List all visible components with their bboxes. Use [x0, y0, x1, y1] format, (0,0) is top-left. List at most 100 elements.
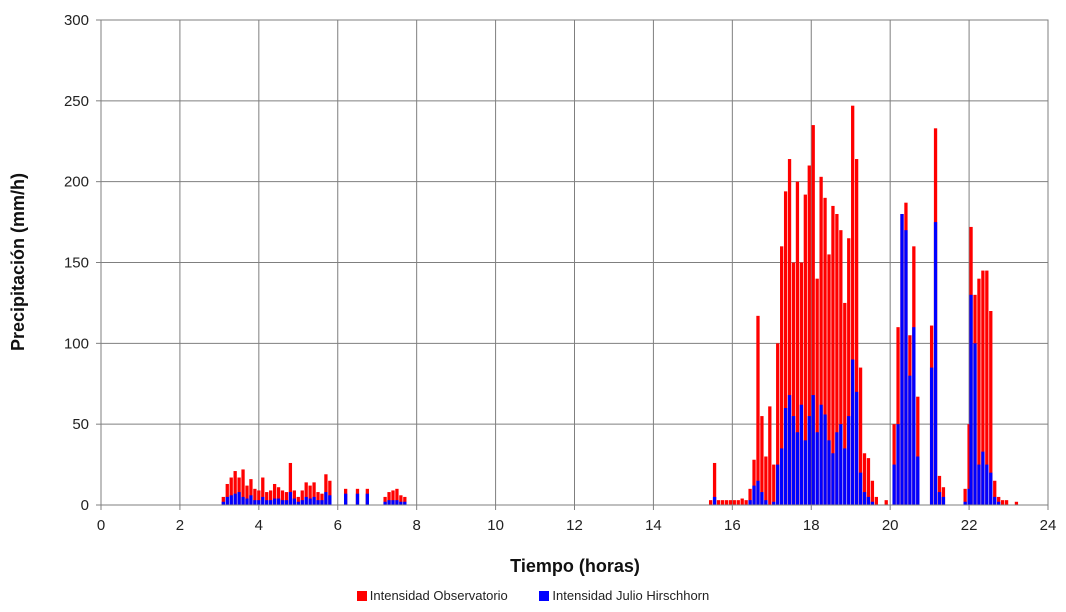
bar-observatorio [1004, 500, 1009, 505]
bar-julio-hirschhorn [355, 493, 360, 505]
bar-julio-hirschhorn [756, 480, 760, 505]
bar-julio-hirschhorn [272, 498, 277, 505]
bar-observatorio [241, 469, 245, 505]
bar-julio-hirschhorn [265, 500, 269, 505]
bar-observatorio [839, 230, 843, 505]
bar-observatorio [862, 453, 867, 505]
bar-observatorio [728, 500, 733, 505]
bar-julio-hirschhorn [807, 416, 811, 505]
bar-julio-hirschhorn [233, 493, 237, 505]
bar-julio-hirschhorn [963, 501, 967, 505]
bar-julio-hirschhorn [819, 404, 823, 505]
bar-observatorio [284, 492, 289, 505]
bar-julio-hirschhorn [257, 500, 261, 505]
bar-julio-hirschhorn [312, 496, 316, 505]
bar-observatorio [233, 471, 237, 505]
bar-julio-hirschhorn [399, 501, 403, 505]
bar-observatorio [997, 496, 1001, 505]
bar-julio-hirschhorn [866, 496, 871, 505]
y-tick-label: 150 [64, 255, 89, 272]
bar-observatorio [304, 482, 308, 505]
bar-observatorio [280, 490, 285, 505]
bar-observatorio [716, 500, 721, 505]
bar-julio-hirschhorn [237, 492, 241, 505]
bar-julio-hirschhorn [916, 456, 920, 505]
bar-observatorio [308, 485, 312, 505]
bar-observatorio [249, 479, 253, 505]
legend-swatch-red [356, 590, 367, 601]
bar-julio-hirschhorn [929, 367, 934, 505]
bar-observatorio [772, 464, 776, 505]
bar-julio-hirschhorn [772, 501, 776, 505]
bar-observatorio [265, 492, 269, 505]
bar-observatorio [387, 492, 391, 505]
bar-julio-hirschhorn [221, 501, 225, 505]
legend-item-julio-hirschhorn: Intensidad Julio Hirschhorn [539, 588, 709, 603]
bar-observatorio [811, 125, 815, 505]
bar-julio-hirschhorn [752, 485, 756, 505]
bar-observatorio [799, 262, 804, 505]
x-tick-label: 24 [1040, 517, 1057, 534]
bar-observatorio [858, 367, 863, 505]
bar-observatorio [847, 238, 851, 505]
x-tick-label: 4 [255, 517, 263, 534]
bar-julio-hirschhorn [851, 359, 855, 505]
bar-observatorio [316, 492, 320, 505]
bar-observatorio [245, 485, 249, 505]
x-tick-label: 0 [97, 517, 105, 534]
bar-observatorio [760, 416, 764, 505]
bar-observatorio [748, 488, 752, 505]
bar-observatorio [823, 197, 827, 506]
bar-observatorio [827, 254, 831, 505]
bar-julio-hirschhorn [308, 498, 312, 505]
legend-swatch-blue [539, 590, 550, 601]
x-tick-label: 8 [412, 517, 420, 534]
bar-observatorio [221, 496, 225, 505]
bar-observatorio [764, 456, 768, 505]
bar-julio-hirschhorn [835, 432, 839, 505]
x-tick-label: 14 [645, 517, 662, 534]
bar-julio-hirschhorn [967, 488, 971, 505]
bar-observatorio [253, 488, 257, 505]
bar-julio-hirschhorn [985, 464, 989, 505]
bar-observatorio [740, 498, 744, 505]
bar-observatorio [892, 424, 896, 505]
bar-observatorio [261, 477, 265, 505]
bar-observatorio [744, 500, 748, 505]
y-tick-label: 50 [72, 416, 89, 433]
bar-julio-hirschhorn [365, 493, 369, 505]
bar-julio-hirschhorn [941, 496, 946, 505]
bar-observatorio [1014, 501, 1019, 505]
x-tick-label: 18 [803, 517, 820, 534]
bar-julio-hirschhorn [904, 230, 908, 505]
y-tick-label: 100 [64, 335, 89, 352]
bar-julio-hirschhorn [799, 404, 804, 505]
bar-julio-hirschhorn [328, 495, 332, 505]
bar-julio-hirschhorn [831, 453, 835, 505]
bar-observatorio [229, 477, 233, 505]
bar-julio-hirschhorn [803, 440, 807, 505]
y-tick-label: 300 [64, 12, 89, 29]
bar-julio-hirschhorn [791, 416, 796, 505]
legend-label-observatorio: Intensidad Observatorio [369, 588, 508, 603]
bar-julio-hirschhorn [787, 395, 792, 505]
bar-observatorio [937, 475, 942, 505]
x-tick-label: 16 [724, 517, 741, 534]
bar-julio-hirschhorn [403, 501, 407, 505]
bar-observatorio [989, 311, 993, 505]
bar-julio-hirschhorn [300, 500, 304, 505]
bar-julio-hirschhorn [383, 501, 387, 505]
bar-julio-hirschhorn [900, 214, 904, 505]
bar-julio-hirschhorn [760, 492, 764, 505]
bar-observatorio [941, 487, 946, 505]
bar-observatorio [383, 496, 387, 505]
bar-observatorio [276, 487, 281, 505]
bar-observatorio [300, 490, 304, 505]
bar-observatorio [896, 327, 900, 505]
bar-julio-hirschhorn [324, 492, 328, 505]
bar-julio-hirschhorn [858, 472, 863, 505]
bar-julio-hirschhorn [843, 448, 847, 505]
bar-julio-hirschhorn [862, 492, 867, 505]
x-tick-label: 22 [961, 517, 978, 534]
bar-observatorio [720, 500, 725, 505]
